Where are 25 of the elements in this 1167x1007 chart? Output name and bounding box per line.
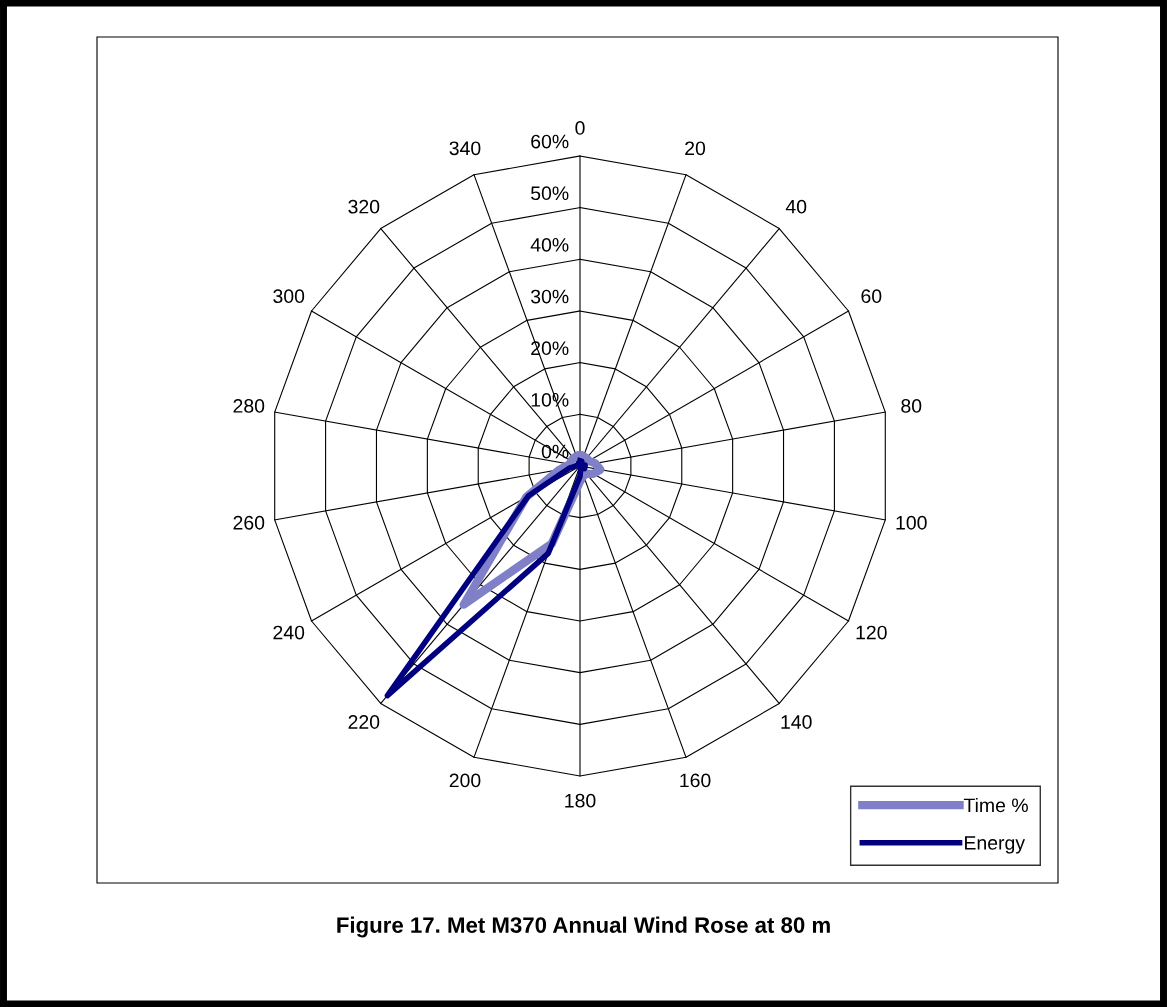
spoke-label: 180	[565, 793, 596, 808]
text: Figure 17. Met M370 Annual Wind Rose at 80 m	[337, 916, 830, 938]
spoke-label: 20	[685, 141, 706, 156]
spoke-label: 200	[449, 773, 481, 788]
spoke-label: 120	[856, 625, 887, 640]
spoke-label: 140	[781, 715, 812, 729]
spoke-label: 80	[901, 399, 922, 413]
spoke-label: 340	[449, 141, 481, 156]
y-tick-label: 60%	[531, 134, 569, 149]
spoke-label: 40	[785, 199, 807, 214]
text: Energy	[965, 836, 1026, 854]
y-tick-label: 50%	[531, 186, 569, 201]
spoke-label: 320	[348, 199, 380, 214]
spoke-label: 240	[273, 625, 305, 640]
y-tick-label: 30%	[530, 289, 569, 304]
spoke-label: 220	[348, 715, 380, 729]
spoke-label: 280	[233, 399, 265, 413]
spoke-label: 300	[273, 289, 305, 304]
spoke-label: 0	[575, 121, 585, 135]
spoke-label: 160	[680, 773, 711, 788]
spoke-label: 100	[896, 515, 927, 530]
spoke-label: 60	[861, 289, 882, 304]
y-tick-label: 40%	[530, 238, 569, 252]
text: Time %	[963, 797, 1028, 813]
spoke-label: 260	[233, 515, 265, 530]
